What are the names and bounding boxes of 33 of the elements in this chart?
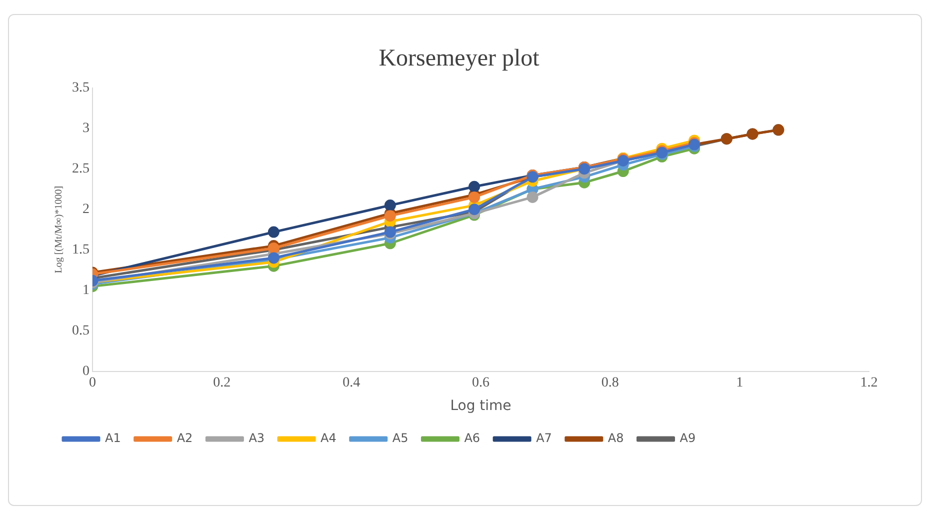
y-tick-label: 1.5 <box>72 242 90 258</box>
point <box>468 180 480 192</box>
legend-label: A6 <box>464 431 480 446</box>
legend-label: A5 <box>392 431 408 446</box>
point <box>384 200 396 212</box>
point <box>526 191 538 203</box>
y-tick-label: 3 <box>82 120 90 136</box>
x-tick-label: 0.6 <box>472 375 490 390</box>
legend-label: A2 <box>176 431 193 446</box>
x-tick-label: 1 <box>736 375 744 390</box>
chart-title: Korsemeyer plot <box>378 46 540 72</box>
y-tick-label: 0.5 <box>72 324 90 339</box>
x-axis-title: Log time <box>450 398 512 414</box>
x-tick-label: 1.2 <box>860 375 878 390</box>
legend-label: A3 <box>248 431 265 446</box>
point <box>468 204 480 216</box>
point <box>384 210 396 222</box>
y-tick-label: 2 <box>82 202 90 218</box>
point <box>268 226 280 238</box>
y-tick-label: 2.5 <box>72 162 90 176</box>
legend-label: A4 <box>320 431 336 446</box>
y-axis-title: Log [(Mt/M∞)*1000] <box>54 186 65 274</box>
y-tick-label: 0 <box>82 364 90 380</box>
legend-label: A1 <box>105 431 121 446</box>
legend-label: A8 <box>608 431 624 446</box>
legend-label: A9 <box>680 431 696 446</box>
y-tick-label: 3.5 <box>72 80 90 96</box>
legend-label: A7 <box>536 431 552 446</box>
x-tick-label: 0.4 <box>342 375 360 390</box>
x-tick-label: 0.8 <box>601 375 619 390</box>
y-tick-label: 1 <box>82 283 90 298</box>
point <box>468 191 480 203</box>
x-tick-label: 0.2 <box>213 375 231 390</box>
